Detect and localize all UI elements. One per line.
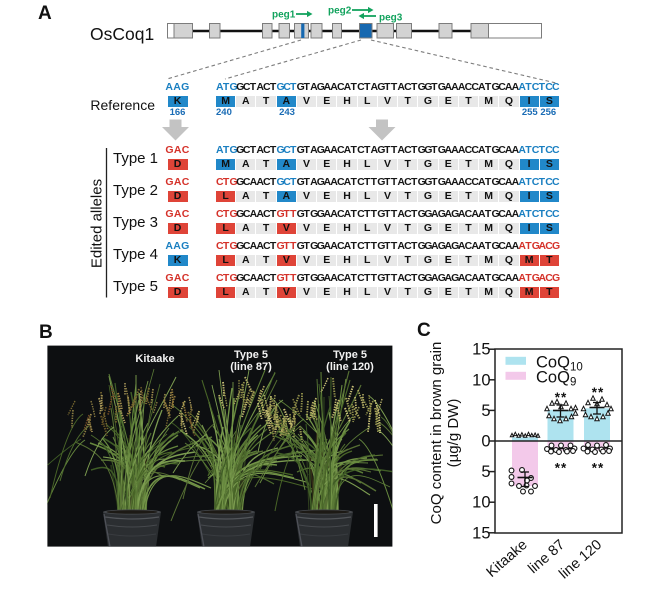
svg-text:10: 10	[472, 494, 490, 512]
svg-text:line 120: line 120	[556, 537, 605, 582]
svg-text:peg2: peg2	[328, 6, 352, 17]
svg-text:5: 5	[481, 402, 490, 420]
svg-text:**: **	[555, 390, 568, 405]
svg-text:peg1: peg1	[272, 10, 296, 21]
svg-text:5: 5	[481, 463, 490, 481]
svg-text:0: 0	[481, 433, 490, 451]
svg-text:peg3: peg3	[379, 13, 403, 24]
svg-text:**: **	[592, 385, 605, 400]
svg-text:Kitaake: Kitaake	[484, 537, 531, 581]
svg-text:(line 120): (line 120)	[326, 361, 374, 373]
svg-text:Kitaake: Kitaake	[135, 353, 174, 365]
svg-text:15: 15	[472, 524, 490, 542]
svg-text:**: **	[592, 461, 605, 476]
svg-text:Type 5: Type 5	[333, 349, 367, 361]
svg-text:Type 5: Type 5	[234, 349, 268, 361]
svg-text:15: 15	[472, 341, 490, 359]
svg-text:10: 10	[472, 371, 490, 389]
svg-text:**: **	[555, 461, 568, 476]
svg-text:(µg/g DW): (µg/g DW)	[445, 399, 462, 468]
svg-text:(line 87): (line 87)	[230, 361, 272, 373]
svg-text:CoQ9: CoQ9	[536, 369, 576, 389]
svg-text:CoQ content in brown grain: CoQ content in brown grain	[428, 342, 445, 525]
